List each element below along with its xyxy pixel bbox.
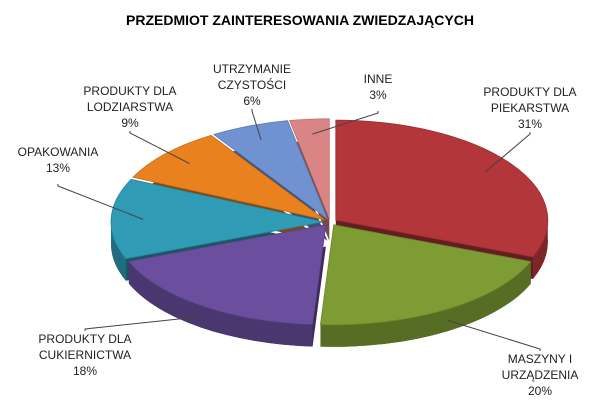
slice-label: PRODUKTY DLA LODZIARSTWA 9% [80, 83, 180, 131]
slice-label: PRODUKTY DLA PIEKARSTWA 31% [475, 84, 585, 132]
label-percent: 6% [243, 94, 261, 108]
leader-line [447, 319, 541, 351]
leader-line [251, 109, 262, 141]
label-percent: 18% [72, 364, 98, 378]
label-percent: 20% [527, 384, 553, 398]
slice [110, 178, 324, 260]
slice-label: INNE 3% [348, 71, 408, 103]
slice-label: PRODUKTY DLA CUKIERNICTWA 18% [30, 331, 140, 379]
slice-label: UTRZYMANIE CZYSTOŚCI 6% [204, 61, 300, 109]
leader-line [84, 316, 202, 331]
slice-side [320, 261, 531, 347]
label-percent: 3% [369, 88, 387, 102]
label-category: PRODUKTY DLA LODZIARSTWA [83, 84, 177, 114]
label-category: UTRZYMANIE CZYSTOŚCI [213, 62, 291, 92]
slice-side [532, 220, 548, 279]
slice [128, 224, 327, 325]
label-percent: 13% [45, 161, 71, 175]
label-percent: 9% [121, 116, 139, 130]
label-category: OPAKOWANIA [17, 145, 99, 159]
slice [132, 134, 325, 221]
label-category: PRODUKTY DLA CUKIERNICTWA [38, 332, 132, 362]
label-percent: 31% [517, 117, 543, 131]
slice-side [128, 261, 313, 347]
label-category: MASZYNY I URZĄDZENIA [501, 352, 579, 382]
slice-label: MASZYNY I URZĄDZENIA 20% [492, 351, 588, 399]
label-category: PRODUKTY DLA PIEKARSTWA [483, 85, 577, 115]
slice [212, 120, 329, 221]
slice-label: OPAKOWANIA 13% [8, 144, 108, 176]
slice [289, 118, 330, 219]
leader-line [57, 184, 144, 220]
leader-line [129, 131, 190, 165]
slice [335, 119, 549, 258]
chart-title: PRZEDMIOT ZAINTERESOWANIA ZWIEDZAJĄCYCH [126, 12, 474, 28]
label-category: INNE [363, 72, 393, 86]
leader-line [312, 111, 379, 135]
slice-side [111, 221, 126, 281]
slice [319, 224, 532, 326]
leader-line [484, 132, 531, 173]
